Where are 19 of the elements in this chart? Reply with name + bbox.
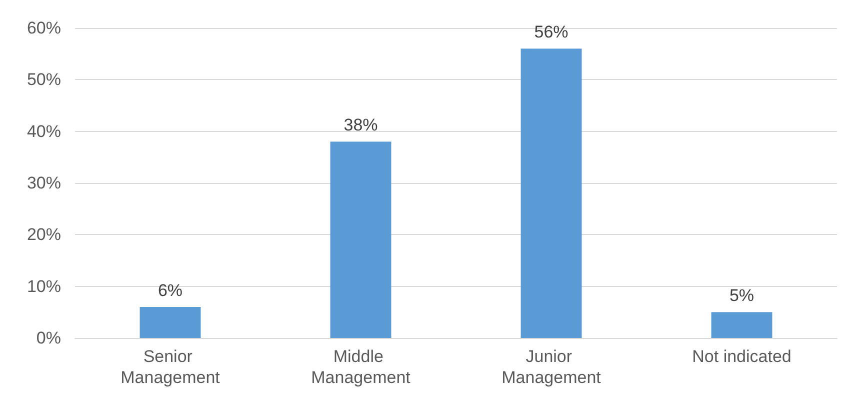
x-tick-label: Senior Management xyxy=(120,347,220,387)
y-tick-label: 30% xyxy=(26,174,61,192)
data-label: 5% xyxy=(729,286,754,306)
data-label: 6% xyxy=(158,281,183,300)
y-tick-label: 60% xyxy=(26,18,61,38)
bar xyxy=(711,312,772,338)
x-tick-label: Junior Management xyxy=(502,347,602,387)
y-tick-label: 20% xyxy=(26,225,61,244)
x-tick-label: Not indicated xyxy=(692,347,792,366)
bar xyxy=(140,307,201,338)
y-tick-label: 50% xyxy=(26,70,61,90)
bar xyxy=(330,142,392,338)
data-label: 56% xyxy=(534,22,568,42)
y-tick-label: 10% xyxy=(26,276,61,296)
data-label: 38% xyxy=(344,116,378,135)
y-tick-label: 40% xyxy=(26,122,61,141)
x-tick-label: Middle Management xyxy=(311,347,411,387)
y-tick-label: 0% xyxy=(36,328,61,348)
bar xyxy=(520,48,582,338)
